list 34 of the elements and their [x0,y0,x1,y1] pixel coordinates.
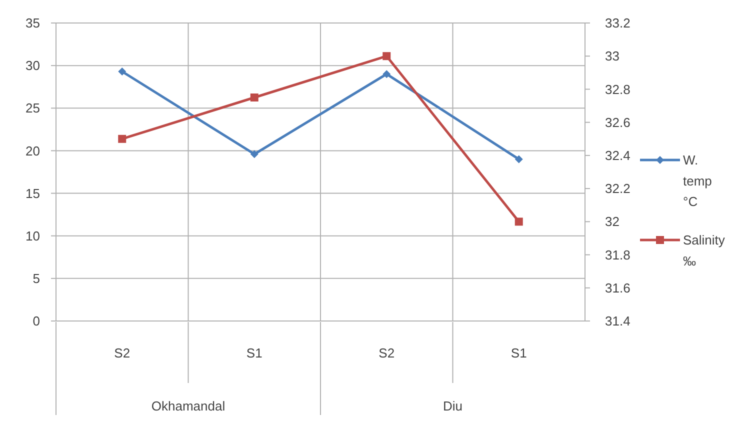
y2-tick-label: 33.2 [605,16,630,31]
point [382,70,391,78]
y-tick-label: 25 [26,100,40,116]
x-tick-label: S1 [510,346,527,361]
x-tick-label: S1 [246,346,262,361]
y2-tick-label: 31.4 [605,314,630,329]
point [118,68,126,76]
y-tick-label: 0 [32,314,40,329]
legend-label: Salinity ‰ [683,232,726,268]
y2-tick-label: 32.4 [605,148,630,163]
y-tick-label: 20 [26,143,40,158]
y2-tick-label: 32.8 [605,82,630,97]
y2-tick-label: 33 [605,48,620,64]
text: Diu [442,398,463,414]
y-tick-label: 15 [26,186,40,201]
point [250,94,258,102]
x-tick-label: S2 [114,346,130,361]
point [118,134,126,143]
x-tick-label: S2 [378,346,395,361]
text: Okhamandal [151,398,226,414]
y-tick-label: 30 [26,58,40,74]
y-tick-label: 35 [26,16,40,31]
y2-tick-label: 31.6 [605,280,630,296]
y-tick-label: 5 [32,270,40,286]
legend-label: W. temp °C [683,152,712,210]
y2-tick-label: 32 [605,214,620,230]
y-tick-label: 10 [26,228,40,244]
point [514,218,523,226]
point [514,155,523,164]
point [250,150,258,158]
y2-tick-label: 32.6 [605,114,630,130]
point [382,52,391,60]
y2-tick-label: 31.8 [605,247,630,262]
y2-tick-label: 32.2 [605,181,630,196]
